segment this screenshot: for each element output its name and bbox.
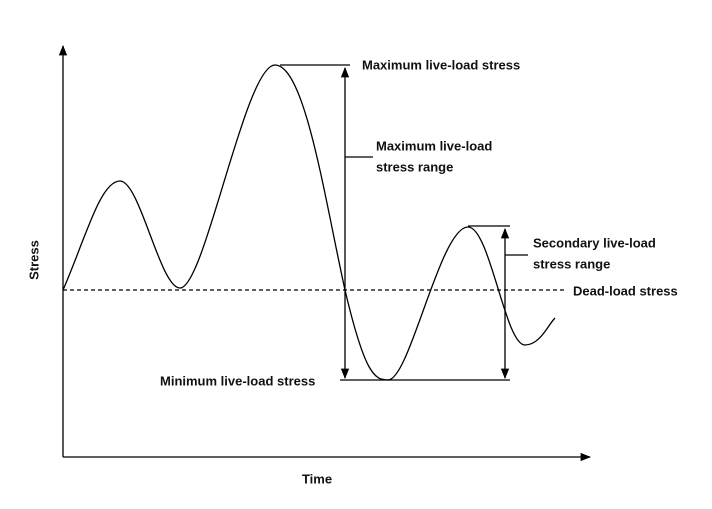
secondary-range-label: Secondary live-load: [533, 235, 656, 250]
max-range-label: Maximum live-load: [376, 138, 492, 153]
dead-load-label: Dead-load stress: [573, 283, 678, 298]
max-range-label: stress range: [376, 159, 453, 174]
secondary-range-label: stress range: [533, 256, 610, 271]
min-stress-label: Minimum live-load stress: [160, 373, 315, 388]
max-stress-label: Maximum live-load stress: [362, 57, 520, 72]
x-axis-label: Time: [302, 471, 332, 486]
stress-curve: [62, 64, 556, 381]
y-axis-label: Stress: [26, 240, 41, 280]
